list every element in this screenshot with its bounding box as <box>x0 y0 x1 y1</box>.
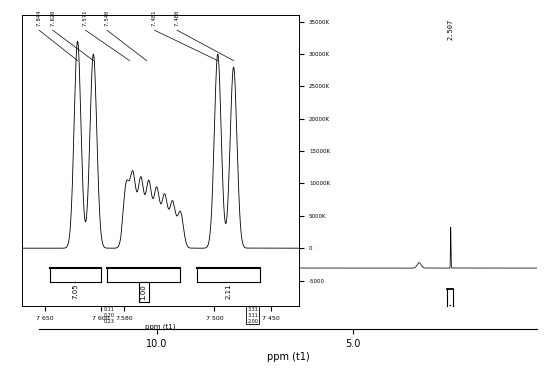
Text: 0.11
0.20
0.23: 0.11 0.20 0.23 <box>104 307 115 324</box>
X-axis label: ppm (t1): ppm (t1) <box>266 352 310 362</box>
Text: 7.844: 7.844 <box>37 10 42 26</box>
Text: 2.11: 2.11 <box>225 284 232 300</box>
Text: 7.481: 7.481 <box>152 10 157 26</box>
Text: 7.620: 7.620 <box>239 21 244 39</box>
X-axis label: ppm (t1): ppm (t1) <box>145 324 176 331</box>
Text: 7.571: 7.571 <box>83 10 88 26</box>
Text: 7.460: 7.460 <box>175 10 179 26</box>
Text: 7.571: 7.571 <box>248 21 253 39</box>
Text: 3.31
3.11
2.00: 3.31 3.11 2.00 <box>247 307 258 324</box>
Text: 7.540: 7.540 <box>105 10 110 26</box>
Text: 7.05: 7.05 <box>73 284 79 300</box>
Text: 7.844: 7.844 <box>238 21 243 39</box>
Text: 7.481: 7.481 <box>250 21 255 39</box>
Text: 7.460: 7.460 <box>252 21 257 39</box>
Text: 2.507: 2.507 <box>448 19 454 40</box>
Text: 1.00: 1.00 <box>141 284 147 300</box>
Text: 7.620: 7.620 <box>50 10 55 26</box>
Text: 7.540: 7.540 <box>249 21 254 39</box>
